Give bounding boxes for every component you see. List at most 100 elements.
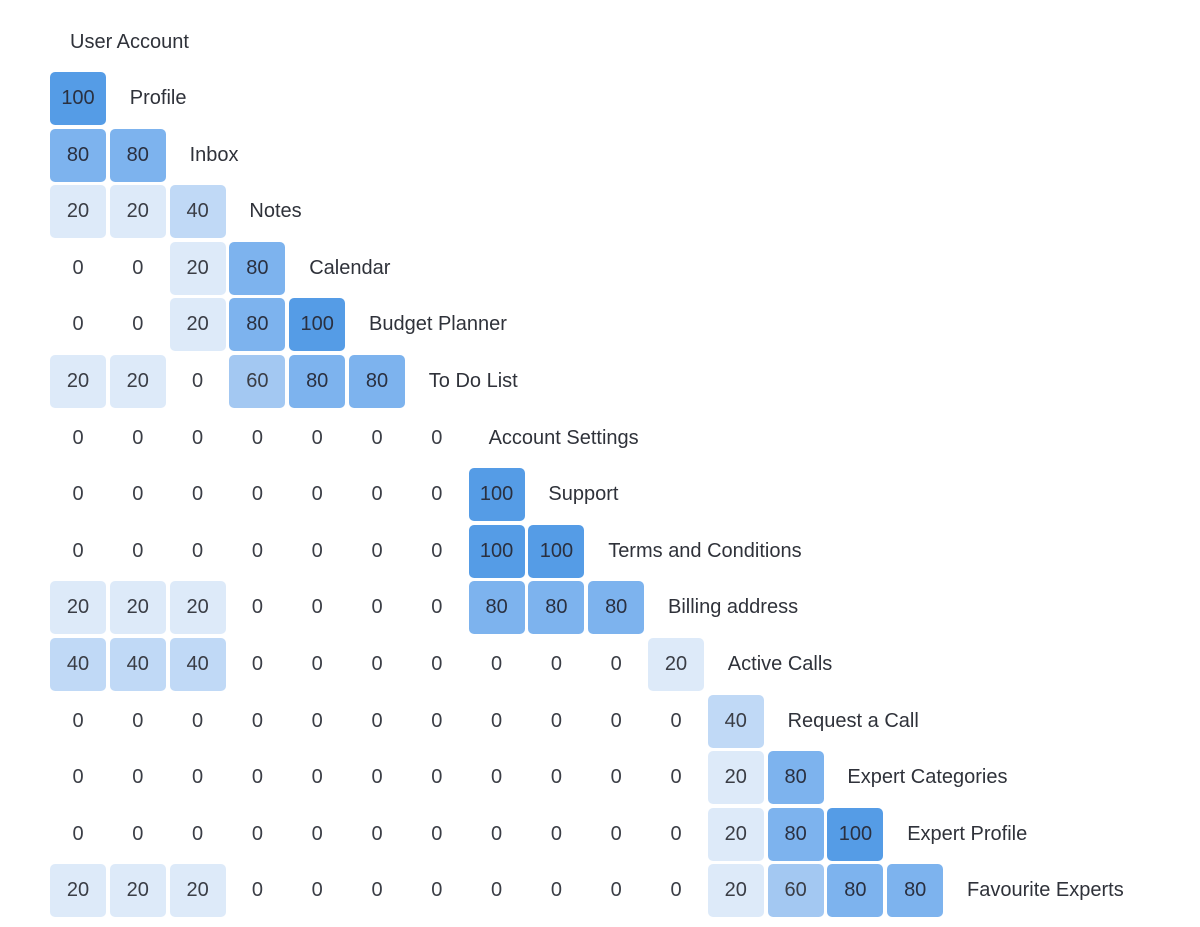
heatmap-cell: 0 <box>371 709 383 732</box>
heatmap-cell: 20 <box>50 581 106 635</box>
heatmap-cell: 0 <box>311 653 323 675</box>
heatmap-cell: 0 <box>670 879 682 902</box>
heatmap-cell: 0 <box>192 539 204 562</box>
heatmap-cell: 0 <box>371 766 383 789</box>
heatmap-cell: 80 <box>229 298 286 352</box>
heatmap-cell: 80 <box>109 128 166 182</box>
heatmap-cell: 0 <box>550 709 562 732</box>
heatmap-cell: 0 <box>251 766 263 789</box>
heatmap-cell: 0 <box>251 653 263 675</box>
heatmap-cell: 0 <box>371 596 383 619</box>
heatmap-cell: 0 <box>431 709 443 732</box>
row-label: Support <box>548 483 619 506</box>
heatmap-cell: 0 <box>72 426 84 449</box>
heatmap-cell: 0 <box>251 483 263 506</box>
row-label: Expert Categories <box>847 766 1008 789</box>
heatmap-cell: 20 <box>169 581 226 635</box>
heatmap-cell: 0 <box>610 653 622 675</box>
heatmap-cell: 0 <box>132 483 144 506</box>
heatmap-cell: 0 <box>311 709 323 732</box>
heatmap-cell: 0 <box>72 709 84 732</box>
row-label: Active Calls <box>727 653 833 675</box>
heatmap-cell: 0 <box>192 426 204 449</box>
heatmap-cell: 0 <box>72 256 84 279</box>
heatmap-cell: 20 <box>707 751 764 805</box>
heatmap-cell: 0 <box>132 256 144 279</box>
heatmap-cell: 100 <box>468 524 525 578</box>
heatmap-cell: 0 <box>610 822 622 845</box>
heatmap-cell: 0 <box>670 709 682 732</box>
heatmap-cell: 20 <box>109 864 166 918</box>
row-label: Terms and Conditions <box>608 539 802 562</box>
heatmap-cell: 0 <box>491 879 503 902</box>
heatmap-cell: 80 <box>50 128 106 182</box>
heatmap-cell: 0 <box>491 709 503 732</box>
heatmap-cell: 0 <box>251 596 263 619</box>
heatmap-cell: 20 <box>50 185 106 239</box>
heatmap-cell: 0 <box>132 313 144 336</box>
heatmap-cell: 100 <box>289 298 346 352</box>
heatmap-cell: 100 <box>468 468 525 522</box>
heatmap-cell: 20 <box>648 638 704 691</box>
heatmap-cell: 40 <box>169 185 226 239</box>
heatmap-cell: 0 <box>610 709 622 732</box>
heatmap-cell: 100 <box>827 807 884 861</box>
heatmap-cell: 20 <box>109 355 166 408</box>
row-label: Inbox <box>189 143 239 166</box>
row-label: Favourite Experts <box>967 879 1124 902</box>
row-label: Budget Planner <box>369 313 507 336</box>
heatmap-cell: 0 <box>491 653 503 675</box>
heatmap-cell: 0 <box>431 879 443 902</box>
heatmap-cell: 0 <box>491 766 503 789</box>
heatmap-cell: 0 <box>192 822 204 845</box>
row-label: Request a Call <box>787 709 919 732</box>
column-header-label: User Account <box>70 31 189 53</box>
heatmap-cell: 0 <box>132 426 144 449</box>
heatmap-cell: 0 <box>311 426 323 449</box>
heatmap-cell: 0 <box>431 766 443 789</box>
row-label: Expert Profile <box>907 822 1028 845</box>
heatmap-cell: 80 <box>767 751 824 805</box>
heatmap-cell: 0 <box>311 483 323 506</box>
heatmap-cell: 20 <box>50 864 106 918</box>
heatmap-cell: 0 <box>311 822 323 845</box>
heatmap-cell: 0 <box>132 766 144 789</box>
heatmap-cell: 0 <box>431 539 443 562</box>
heatmap-cell: 20 <box>169 298 226 352</box>
heatmap-cell: 80 <box>349 355 405 408</box>
heatmap-cell: 0 <box>251 426 263 449</box>
heatmap-cell: 0 <box>371 426 383 449</box>
heatmap-cell: 0 <box>192 766 204 789</box>
heatmap-cell: 0 <box>192 709 204 732</box>
heatmap-cell: 0 <box>431 822 443 845</box>
heatmap-cell: 20 <box>169 241 226 295</box>
heatmap-cell: 0 <box>371 483 383 506</box>
heatmap-cell: 0 <box>491 822 503 845</box>
heatmap-cell: 80 <box>887 864 944 918</box>
heatmap-cell: 0 <box>72 539 84 562</box>
heatmap-cell: 80 <box>827 864 884 918</box>
heatmap-cell: 0 <box>431 426 443 449</box>
heatmap-cell: 0 <box>251 709 263 732</box>
heatmap-cell: 0 <box>550 822 562 845</box>
heatmap-cell: 0 <box>251 879 263 902</box>
row-label: Billing address <box>668 596 799 619</box>
heatmap-cell: 0 <box>72 483 84 506</box>
row-label: To Do List <box>428 370 518 392</box>
heatmap-cell: 0 <box>371 822 383 845</box>
heatmap-cell: 40 <box>707 694 764 748</box>
heatmap-cell: 0 <box>431 596 443 619</box>
heatmap-cell: 20 <box>707 864 764 918</box>
heatmap-cell: 0 <box>371 539 383 562</box>
heatmap-cell: 80 <box>289 355 346 408</box>
row-label: Notes <box>249 200 302 223</box>
heatmap-cell: 0 <box>610 879 622 902</box>
heatmap-cell: 0 <box>311 539 323 562</box>
heatmap-cell: 40 <box>109 638 166 691</box>
heatmap-cell: 0 <box>251 822 263 845</box>
heatmap-cell: 0 <box>550 766 562 789</box>
heatmap-cell: 0 <box>610 766 622 789</box>
heatmap-cell: 20 <box>109 581 166 635</box>
heatmap-cell: 0 <box>371 879 383 902</box>
heatmap-cell: 100 <box>528 524 585 578</box>
